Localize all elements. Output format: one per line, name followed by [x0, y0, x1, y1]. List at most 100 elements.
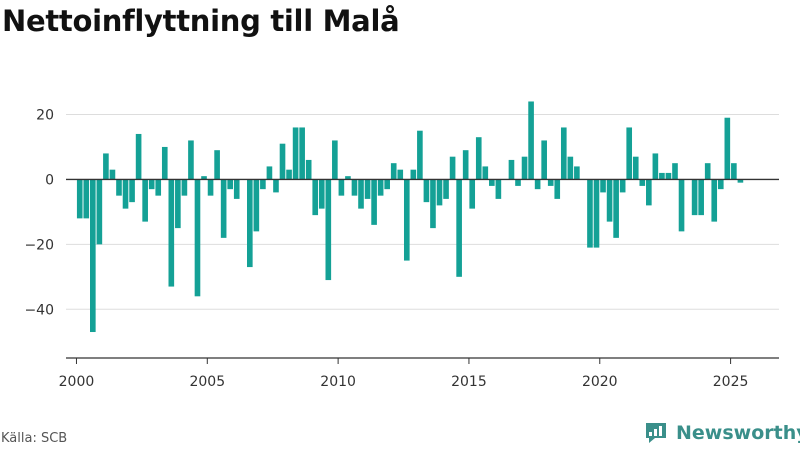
- bar: [731, 163, 737, 180]
- y-tick-label: −40: [24, 302, 54, 318]
- bar: [698, 179, 704, 216]
- bar: [155, 179, 162, 196]
- axes: [66, 178, 779, 364]
- bar: [233, 179, 240, 199]
- bar: [286, 169, 292, 180]
- bar: [148, 179, 155, 190]
- bar: [456, 179, 462, 277]
- bar: [672, 163, 678, 180]
- bar: [475, 137, 482, 180]
- bar: [181, 179, 188, 196]
- bar: [436, 179, 443, 206]
- bar: [188, 140, 194, 180]
- bar: [122, 179, 129, 209]
- bar: [214, 150, 220, 180]
- bar: [390, 163, 397, 180]
- bar: [201, 176, 207, 180]
- bar: [83, 179, 90, 219]
- bar: [495, 179, 502, 199]
- bar: [619, 179, 626, 193]
- x-tick-label: 2010: [320, 374, 356, 390]
- bar: [430, 179, 436, 229]
- bar: [377, 179, 384, 196]
- bar: [508, 159, 515, 180]
- bar: [410, 169, 417, 180]
- bar: [227, 179, 233, 190]
- bar: [246, 179, 253, 268]
- bar: [646, 179, 652, 206]
- bar: [90, 179, 96, 333]
- bar: [142, 179, 148, 222]
- bar: [489, 179, 495, 186]
- x-tick-label: 2020: [582, 374, 618, 390]
- bar: [737, 179, 744, 183]
- bar: [632, 156, 639, 180]
- bar: [593, 179, 600, 248]
- bar: [528, 101, 534, 180]
- chart-title: Nettoinflyttning till Malå: [2, 4, 400, 38]
- bar: [659, 172, 665, 180]
- bar: [606, 179, 613, 222]
- bar: [665, 172, 672, 180]
- bar: [332, 140, 338, 180]
- newsworthy-logo: Newsworthy: [643, 420, 800, 446]
- bar: [129, 179, 135, 203]
- bar: [423, 179, 430, 203]
- y-tick-label: −20: [24, 237, 54, 253]
- bar: [574, 166, 580, 180]
- bar: [116, 179, 122, 196]
- bar: [371, 179, 377, 225]
- x-tick-label: 2015: [451, 374, 487, 390]
- bar: [560, 127, 567, 180]
- bar: [449, 156, 456, 180]
- bar: [567, 156, 574, 180]
- bar: [292, 127, 299, 180]
- bar: [260, 179, 266, 190]
- bar: [469, 179, 476, 209]
- bar: [541, 140, 547, 180]
- bar: [318, 179, 325, 209]
- bar: [613, 179, 619, 238]
- bar: [76, 179, 83, 219]
- bar: [547, 179, 554, 186]
- bar: [397, 169, 404, 180]
- y-tick-label: 20: [36, 107, 54, 123]
- bar: [220, 179, 227, 238]
- bar: [462, 150, 469, 180]
- bar: [403, 179, 410, 261]
- bar: [521, 156, 528, 180]
- bar-series: [76, 101, 744, 333]
- bar: [266, 166, 273, 180]
- bar: [312, 179, 319, 216]
- bar: [96, 179, 103, 245]
- bar: [652, 153, 659, 180]
- bar: [417, 130, 423, 180]
- bar: [207, 179, 214, 196]
- bar: [253, 179, 260, 232]
- bar: [587, 179, 593, 248]
- bar: [711, 179, 718, 222]
- y-tick-label: 0: [45, 172, 54, 188]
- bar: [515, 179, 521, 186]
- bar: [691, 179, 698, 216]
- bar: [279, 143, 286, 180]
- x-tick-label: 2000: [59, 374, 95, 390]
- bar: [717, 179, 724, 190]
- newsworthy-logo-icon: [646, 423, 666, 443]
- bar: [135, 133, 142, 180]
- bar: [103, 153, 109, 180]
- bar: [325, 179, 332, 281]
- bar: [299, 127, 305, 180]
- x-tick-label: 2005: [189, 374, 225, 390]
- bar: [678, 179, 685, 232]
- bar: [364, 179, 371, 199]
- bar: [704, 163, 711, 180]
- bar: [345, 176, 351, 180]
- bar: [639, 179, 646, 186]
- bar: [168, 179, 175, 287]
- gridlines: [66, 113, 779, 310]
- bar: [273, 179, 279, 193]
- bar: [194, 179, 201, 297]
- bar: [443, 179, 449, 199]
